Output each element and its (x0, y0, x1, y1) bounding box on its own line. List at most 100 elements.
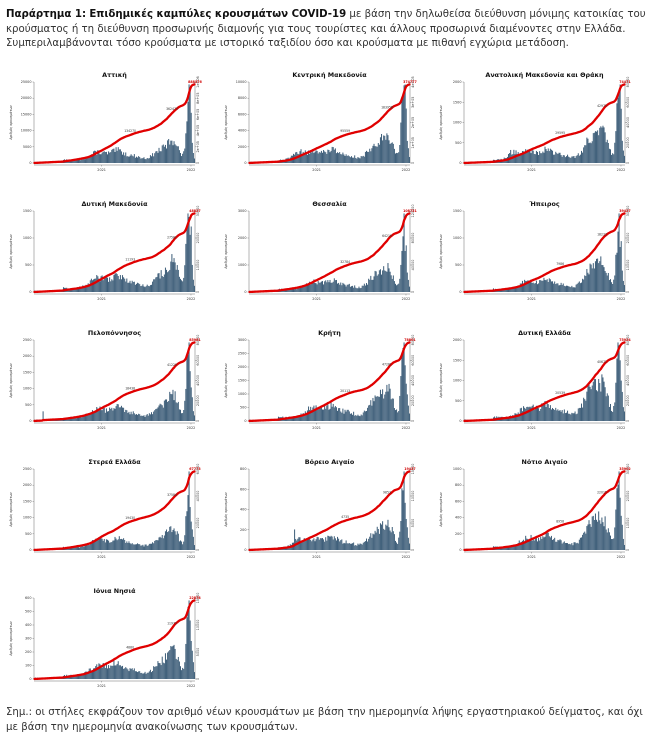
daily-cases-bar (183, 541, 185, 550)
daily-cases-bar (131, 543, 133, 550)
daily-cases-bar (531, 282, 533, 292)
daily-cases-bar (192, 411, 194, 421)
cumulative-milestone-label: 27581 (167, 235, 177, 239)
daily-cases-bar (149, 285, 151, 292)
daily-cases-bar (562, 283, 564, 292)
y2-tick-label: 60000 (411, 355, 415, 366)
daily-cases-bar (523, 539, 525, 550)
daily-cases-bar (609, 403, 611, 421)
daily-cases-bar (362, 155, 364, 163)
daily-cases-bar (520, 154, 522, 163)
daily-cases-bar (349, 413, 351, 421)
daily-cases-bar (521, 280, 523, 292)
daily-cases-bar (345, 154, 347, 163)
daily-cases-bar (311, 410, 313, 421)
daily-cases-bar (186, 617, 188, 679)
daily-cases-bar (143, 673, 145, 679)
daily-cases-bar (600, 391, 602, 421)
daily-cases-bar (370, 533, 372, 550)
daily-cases-bar (585, 276, 587, 292)
daily-cases-bar (94, 150, 96, 163)
daily-cases-bar (567, 285, 569, 292)
daily-cases-bar (317, 409, 319, 421)
daily-cases-bar (343, 413, 345, 421)
daily-cases-bar (602, 377, 604, 421)
daily-cases-bar (604, 516, 606, 550)
daily-cases-bar (521, 540, 523, 550)
daily-cases-bar (122, 154, 124, 163)
daily-cases-bar (523, 151, 525, 163)
daily-cases-bar (312, 407, 314, 421)
daily-cases-bar (94, 278, 96, 292)
daily-cases-bar (135, 156, 137, 163)
daily-cases-bar (306, 284, 308, 292)
daily-cases-bar (75, 159, 77, 163)
daily-cases-bar (402, 236, 404, 292)
daily-cases-bar (602, 522, 604, 550)
x-tick-label: 2021 (312, 297, 321, 301)
daily-cases-bar (389, 530, 391, 550)
daily-cases-bar (157, 407, 159, 421)
daily-cases-bar (554, 410, 556, 421)
x-tick-label: 2022 (617, 555, 626, 559)
daily-cases-bar (122, 275, 124, 292)
daily-cases-bar (133, 668, 135, 679)
daily-cases-bar (175, 658, 177, 679)
daily-cases-bar (167, 140, 169, 163)
daily-cases-bar (61, 420, 63, 421)
daily-cases-bar (377, 274, 379, 292)
x-tick-label: 2021 (97, 426, 106, 430)
daily-cases-bar (361, 156, 363, 163)
daily-cases-bar (386, 133, 388, 163)
daily-cases-bar (335, 407, 337, 421)
daily-cases-bar (611, 410, 613, 421)
daily-cases-bar (530, 407, 532, 421)
cumulative-total-label: 75924 (619, 338, 631, 342)
daily-cases-bar (600, 523, 602, 550)
daily-cases-bar (368, 278, 370, 292)
daily-cases-bar (372, 533, 374, 550)
daily-cases-bar (108, 151, 110, 163)
y-tick-label: 1000 (238, 392, 247, 396)
cumulative-milestone-label: 9853 (383, 490, 391, 494)
daily-cases-bar (153, 543, 155, 550)
daily-cases-bar (562, 413, 564, 421)
daily-cases-bar (599, 383, 601, 421)
daily-cases-bar (338, 282, 340, 292)
daily-cases-bar (176, 265, 178, 292)
daily-cases-bar (584, 531, 586, 550)
daily-cases-bar (178, 409, 180, 421)
daily-cases-bar (98, 278, 100, 292)
daily-cases-bar (375, 271, 377, 292)
daily-cases-bar (329, 279, 331, 292)
daily-cases-bar (193, 545, 195, 550)
daily-cases-bar (376, 275, 378, 292)
daily-cases-bar (545, 149, 547, 163)
daily-cases-bar (620, 241, 622, 292)
daily-cases-bar (598, 135, 600, 163)
daily-cases-bar (173, 400, 175, 421)
cumulative-total-label: 67773 (189, 467, 201, 471)
y-tick-label: 0 (29, 419, 31, 423)
daily-cases-bar (364, 285, 366, 292)
daily-cases-bar (363, 410, 365, 421)
daily-cases-bar (343, 283, 345, 292)
daily-cases-bar (357, 157, 359, 163)
daily-cases-bar (525, 149, 527, 163)
daily-cases-bar (539, 410, 541, 421)
daily-cases-bar (341, 539, 343, 550)
daily-cases-bar (120, 666, 122, 679)
daily-cases-bar (116, 150, 118, 163)
daily-cases-bar (361, 415, 363, 421)
daily-cases-bar (145, 544, 147, 550)
daily-cases-bar (187, 606, 189, 679)
daily-cases-bar (606, 393, 608, 421)
y-tick-label: 500 (455, 263, 461, 267)
daily-cases-bar (149, 155, 151, 163)
daily-cases-bar (178, 276, 180, 292)
daily-cases-bar (527, 406, 529, 421)
daily-cases-bar (311, 152, 313, 163)
daily-cases-bar (579, 283, 581, 292)
daily-cases-bar (146, 672, 148, 679)
daily-cases-bar (132, 670, 134, 679)
